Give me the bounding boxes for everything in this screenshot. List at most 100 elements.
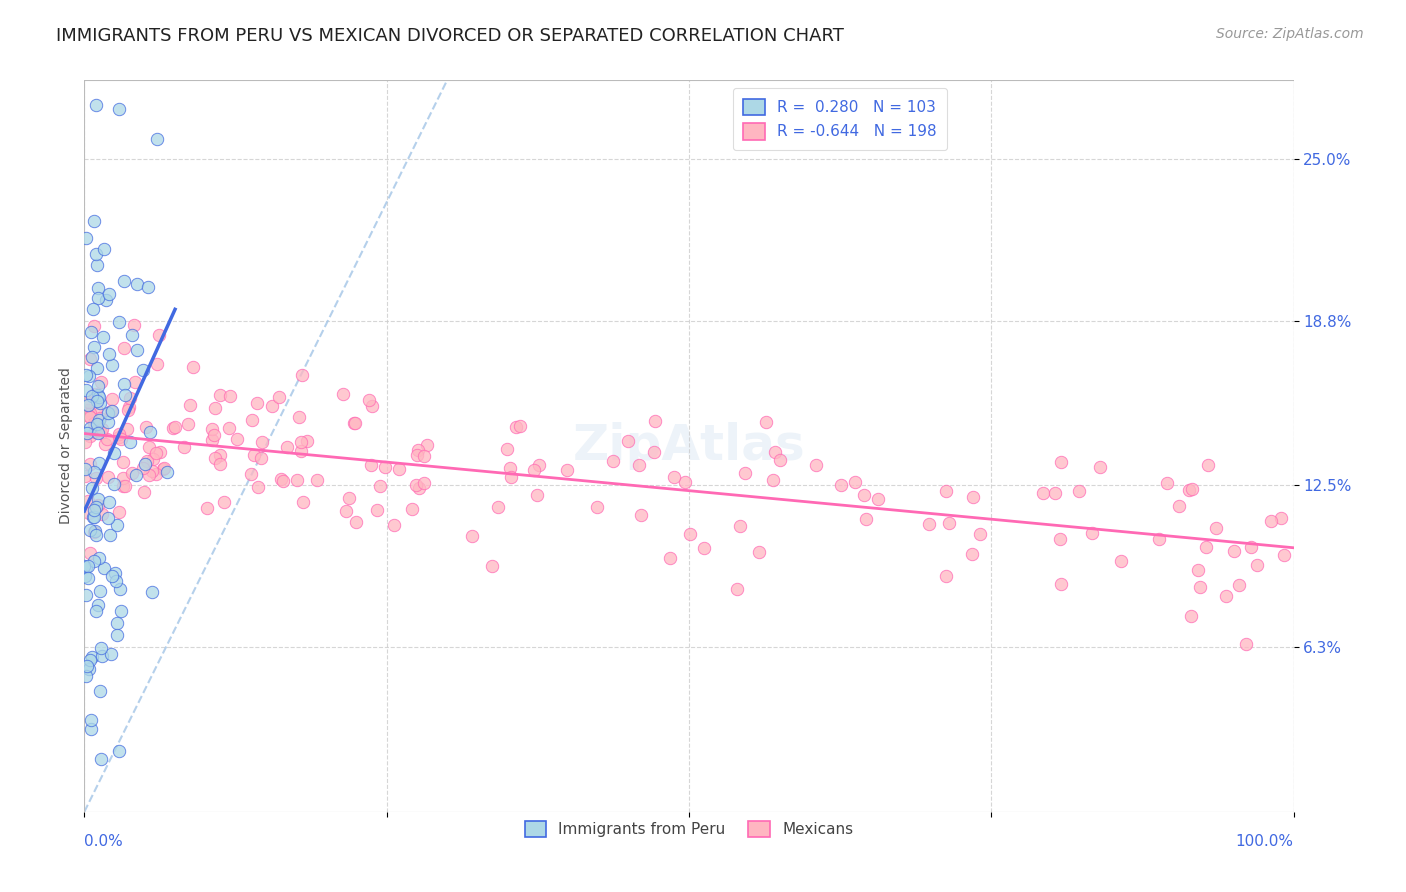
Point [87,498,110,512]
Point [83,554,105,568]
Point [76,658,98,673]
Point [382,518,405,533]
Point [675,475,697,490]
Point [111,478,134,492]
Point [343,416,366,430]
Point [262,399,284,413]
Point [75,668,97,682]
Point [969,527,991,541]
Point [138,468,160,483]
Point [112,376,135,391]
Point [125,467,148,482]
Point [110,432,132,446]
Point [84,387,107,401]
Point [209,457,232,471]
Point [89,395,111,409]
Point [1111,554,1133,568]
Point [82,389,104,403]
Point [82,481,104,495]
Point [79,421,101,435]
Point [84,425,107,440]
Point [75,231,97,245]
Point [110,605,132,619]
Point [153,461,176,475]
Point [1049,532,1071,546]
Point [148,328,170,343]
Point [152,462,174,476]
Point [142,452,165,467]
Point [83,510,105,524]
Point [585,500,607,514]
Point [118,391,141,405]
Point [1043,485,1066,500]
Point [96,432,118,446]
Point [77,571,100,585]
Point [177,417,200,432]
Point [108,102,131,116]
Point [141,585,163,599]
Y-axis label: Divorced or Separated: Divorced or Separated [59,368,73,524]
Point [83,416,105,430]
Point [768,453,790,467]
Point [239,467,262,482]
Point [219,389,242,403]
Point [132,485,155,500]
Point [1197,458,1219,472]
Point [1246,558,1268,572]
Point [79,458,101,472]
Point [76,399,98,413]
Point [114,479,136,493]
Point [94,437,117,451]
Point [218,421,240,435]
Point [86,423,108,437]
Point [179,398,201,412]
Point [79,406,101,420]
Point [73,559,96,574]
Point [103,566,125,581]
Point [498,461,520,475]
Point [132,461,155,475]
Point [75,559,97,574]
Point [80,325,103,339]
Point [1229,578,1251,592]
Point [76,403,98,417]
Point [1178,483,1201,497]
Point [89,457,111,471]
Point [103,445,125,459]
Point [84,500,107,515]
Point [246,395,269,409]
Point [97,406,120,420]
Point [243,448,266,462]
Point [87,425,110,440]
Point [100,392,122,406]
Point [87,492,110,507]
Point [90,422,112,436]
Point [1080,525,1102,540]
Point [204,401,226,415]
Legend: Immigrants from Peru, Mexicans: Immigrants from Peru, Mexicans [515,810,863,848]
Point [75,384,97,398]
Point [89,583,111,598]
Point [1260,514,1282,528]
Point [413,476,436,491]
Point [146,357,169,371]
Point [89,411,111,425]
Point [75,588,97,602]
Point [141,464,163,478]
Point [124,376,146,390]
Point [90,641,112,656]
Point [114,274,136,288]
Point [1032,485,1054,500]
Point [868,491,890,506]
Point [87,390,110,404]
Point [1090,460,1112,475]
Point [98,528,121,542]
Point [134,457,156,471]
Point [75,368,97,382]
Point [204,428,226,442]
Point [523,463,546,477]
Point [918,516,941,531]
Point [80,722,103,736]
Point [388,462,411,476]
Point [107,430,129,444]
